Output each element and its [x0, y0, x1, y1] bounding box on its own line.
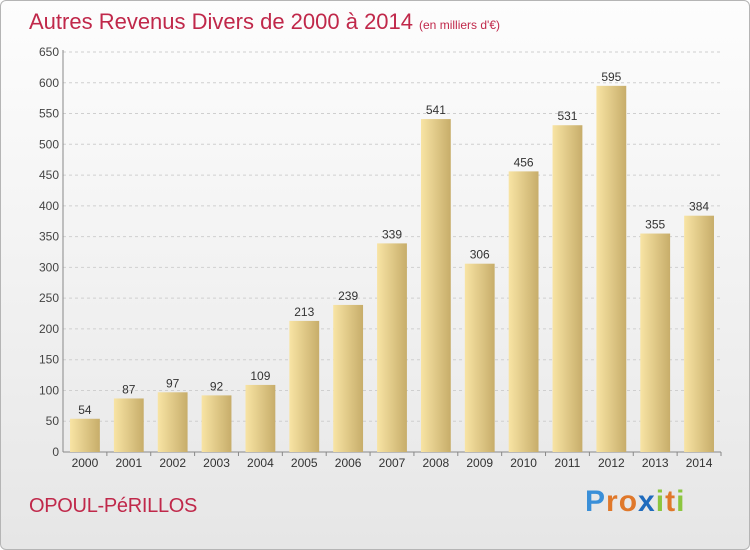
bar	[684, 215, 714, 452]
chart-title: Autres Revenus Divers de 2000 à 2014 (en …	[29, 9, 500, 35]
y-tick-label: 400	[39, 199, 59, 213]
x-tick-label: 2009	[466, 456, 493, 470]
data-label: 97	[166, 376, 180, 390]
data-label: 213	[294, 305, 314, 319]
y-tick-label: 350	[39, 230, 59, 244]
data-label: 54	[78, 403, 92, 417]
data-label: 87	[122, 382, 136, 396]
data-label: 306	[470, 248, 490, 262]
y-tick-label: 50	[46, 414, 60, 428]
data-label: 384	[689, 200, 709, 214]
bar	[157, 392, 188, 452]
y-tick-label: 250	[39, 291, 59, 305]
y-tick-label: 150	[39, 353, 59, 367]
y-tick-label: 650	[39, 45, 59, 59]
x-tick-label: 2002	[159, 456, 186, 470]
logo-letter: t	[665, 485, 677, 518]
bar	[201, 395, 232, 452]
logo-letter: i	[655, 485, 666, 518]
bar	[640, 233, 671, 452]
data-label: 92	[210, 379, 224, 393]
logo-letter: P	[585, 485, 607, 518]
x-tick-label: 2011	[555, 456, 581, 470]
y-tick-label: 550	[39, 107, 59, 121]
x-tick-label: 2005	[291, 456, 318, 470]
bar	[113, 398, 144, 452]
x-tick-label: 2012	[598, 456, 625, 470]
y-tick-label: 100	[39, 383, 59, 397]
x-tick-label: 2000	[72, 456, 99, 470]
logo-letter: x	[638, 485, 656, 518]
data-label: 541	[426, 103, 446, 117]
data-label: 456	[514, 155, 534, 169]
logo-letter: r	[606, 485, 619, 518]
bar	[377, 243, 407, 452]
bar	[333, 304, 364, 452]
y-tick-label: 300	[39, 260, 59, 274]
logo-letter: o	[618, 485, 639, 518]
data-label: 339	[382, 227, 402, 241]
y-tick-label: 600	[39, 76, 59, 90]
x-tick-label: 2006	[335, 456, 362, 470]
bar	[289, 320, 320, 452]
x-tick-label: 2004	[247, 456, 274, 470]
x-tick-label: 2003	[203, 456, 230, 470]
x-tick-label: 2007	[379, 456, 406, 470]
bar	[70, 418, 100, 452]
town-name: OPOUL-PéRILLOS	[29, 495, 198, 517]
bar	[245, 384, 276, 452]
bar	[552, 125, 583, 452]
y-tick-label: 200	[39, 322, 59, 336]
data-label: 355	[645, 218, 665, 232]
data-label: 109	[250, 369, 270, 383]
data-label: 595	[601, 70, 621, 84]
bar	[464, 263, 495, 452]
data-label: 239	[338, 289, 358, 303]
x-tick-label: 2013	[642, 456, 669, 470]
data-label: 531	[557, 109, 577, 123]
y-tick-label: 500	[39, 137, 59, 151]
x-tick-label: 2001	[115, 456, 142, 470]
chart-subtitle: (en milliers d'€)	[419, 18, 500, 32]
x-tick-label: 2010	[510, 456, 537, 470]
bar	[508, 171, 539, 452]
logo-letter: i	[676, 485, 686, 518]
chart-title-text: Autres Revenus Divers de 2000 à 2014	[29, 9, 414, 34]
x-tick-label: 2014	[686, 456, 713, 470]
proxiti-logo: Proxiti	[585, 485, 685, 519]
x-tick-label: 2008	[423, 456, 450, 470]
bar	[420, 119, 451, 453]
y-tick-label: 450	[39, 168, 59, 182]
y-tick-label: 0	[52, 445, 59, 459]
bar	[596, 85, 627, 452]
